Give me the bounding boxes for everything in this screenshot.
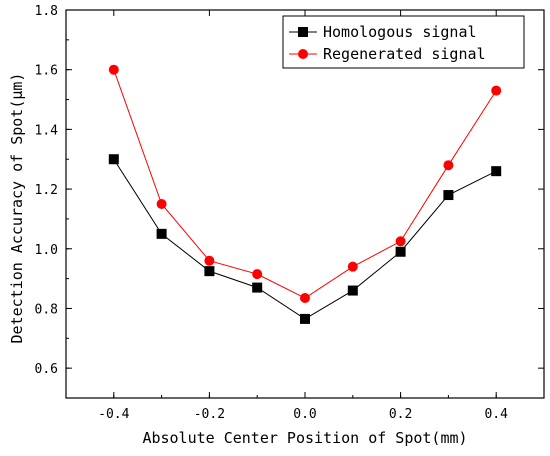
y-tick-label: 1.4 xyxy=(35,123,59,138)
y-tick-label: 0.6 xyxy=(35,362,58,377)
data-point xyxy=(491,166,502,177)
y-tick-label: 1.2 xyxy=(35,183,58,198)
plot-area xyxy=(108,64,502,324)
x-tick-label: 0.0 xyxy=(293,407,316,422)
y-tick-label: 1.6 xyxy=(35,64,58,79)
data-point xyxy=(156,228,167,239)
x-tick-label: -0.4 xyxy=(98,407,129,422)
legend-label: Regenerated signal xyxy=(323,45,486,63)
data-point xyxy=(491,85,502,96)
data-point xyxy=(300,313,310,324)
x-tick-label: 0.2 xyxy=(389,407,412,422)
series-line xyxy=(113,69,497,299)
data-point xyxy=(443,190,454,201)
data-point xyxy=(347,261,358,272)
legend-label: Homologous signal xyxy=(323,23,477,41)
data-point xyxy=(300,293,310,304)
data-point xyxy=(204,255,215,266)
data-point xyxy=(204,266,215,277)
y-tick-label: 0.8 xyxy=(35,302,58,317)
y-axis-title: Detection Accuracy of Spot(μm) xyxy=(8,73,26,344)
x-axis-title: Absolute Center Position of Spot(mm) xyxy=(142,429,467,447)
legend-box xyxy=(282,15,525,69)
data-point xyxy=(395,246,406,257)
y-tick-label: 1.8 xyxy=(35,4,58,19)
x-tick-label: 0.4 xyxy=(484,407,508,422)
legend-marker xyxy=(298,27,308,37)
data-point xyxy=(108,154,119,165)
data-point xyxy=(252,269,263,280)
legend-marker xyxy=(298,49,308,59)
data-point xyxy=(252,282,263,293)
data-point xyxy=(443,160,454,171)
data-point xyxy=(156,199,167,209)
x-axis-ticks: -0.4 -0.2 0.0 0.2 0.4 xyxy=(65,10,545,422)
data-point xyxy=(108,64,119,75)
data-point xyxy=(395,236,406,247)
x-tick-label: -0.2 xyxy=(194,407,225,422)
data-point xyxy=(347,285,358,296)
y-axis-ticks: 0.6 0.8 1.0 1.2 1.4 1.6 1.8 xyxy=(35,4,544,399)
y-tick-label: 1.0 xyxy=(35,243,58,258)
chart-legend: Homologous signal Regenerated signal xyxy=(282,15,525,69)
